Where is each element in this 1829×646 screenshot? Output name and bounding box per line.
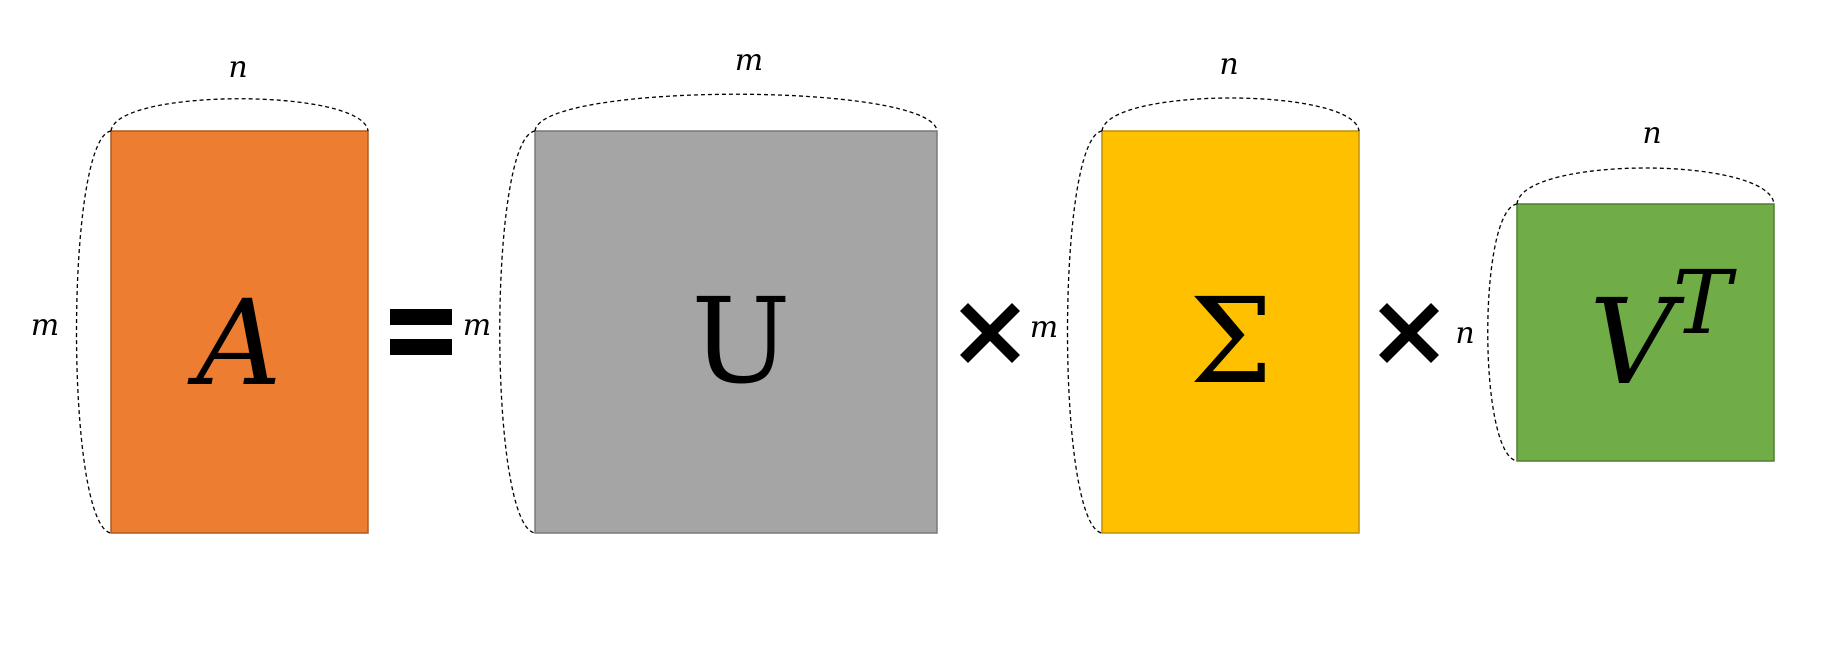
matrix-vt: V T n n xyxy=(1455,116,1775,462)
matrix-u-cols-brace xyxy=(534,93,938,132)
multiply-sign-2 xyxy=(1379,303,1439,363)
matrix-vt-rows-brace xyxy=(1487,203,1518,462)
multiply-sign-2-shape xyxy=(1379,303,1439,363)
matrix-a-rows-label: m xyxy=(31,308,59,343)
matrix-u-symbol: U xyxy=(691,272,790,410)
matrix-u-rows-brace xyxy=(499,130,536,534)
matrix-vt-cols-brace xyxy=(1516,167,1775,205)
matrix-a-symbol: A xyxy=(187,274,281,412)
matrix-sigma: Σ n m xyxy=(1030,47,1360,534)
matrix-a-box xyxy=(110,130,369,534)
multiply-sign-1 xyxy=(960,303,1020,363)
matrix-vt-cols-label: n xyxy=(1642,116,1661,151)
matrix-u: U m m xyxy=(463,43,938,534)
matrix-sigma-cols-label: n xyxy=(1219,47,1238,82)
matrix-sigma-box xyxy=(1101,130,1360,534)
matrix-sigma-symbol: Σ xyxy=(1189,272,1272,410)
matrix-u-rows-label: m xyxy=(463,308,491,343)
matrix-a-cols-brace xyxy=(110,98,369,132)
equals-bar-top xyxy=(390,309,452,325)
multiply-sign-1-shape xyxy=(960,303,1020,363)
matrix-sigma-cols-brace xyxy=(1101,97,1360,132)
matrix-vt-rows-label: n xyxy=(1455,316,1474,351)
matrix-u-box xyxy=(534,130,938,534)
equals-sign xyxy=(390,309,452,355)
matrix-vt-box xyxy=(1516,203,1775,462)
matrix-a-rows-brace xyxy=(75,130,112,534)
matrix-a-cols-label: n xyxy=(228,50,247,85)
equals-bar-bottom xyxy=(390,339,452,355)
matrix-vt-superscript: T xyxy=(1673,251,1738,354)
matrix-u-cols-label: m xyxy=(735,43,763,78)
matrix-sigma-rows-brace xyxy=(1066,130,1103,534)
matrix-vt-symbol: V xyxy=(1589,273,1685,411)
matrix-a: A n m xyxy=(31,50,369,534)
matrix-sigma-rows-label: m xyxy=(1030,310,1058,345)
